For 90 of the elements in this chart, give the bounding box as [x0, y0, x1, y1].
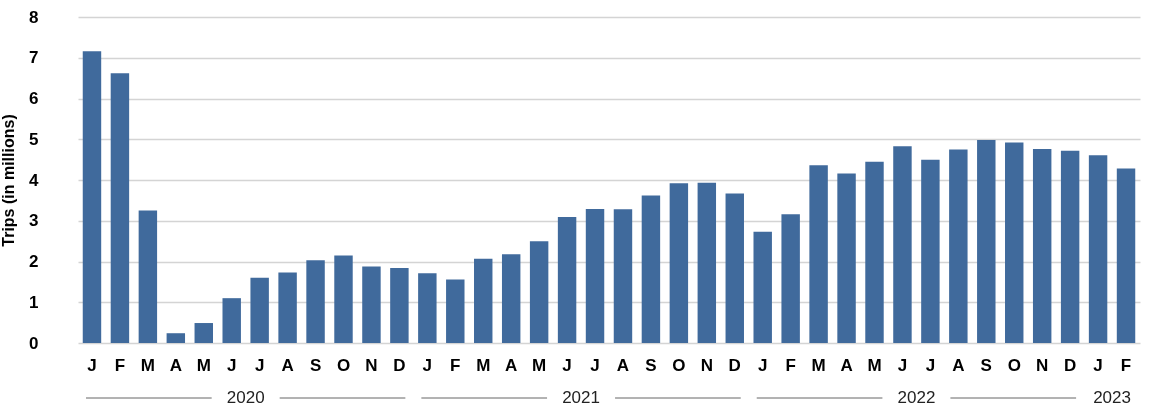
x-tick-label: O: [336, 355, 351, 375]
x-tick-label: M: [476, 355, 491, 375]
bar: [809, 165, 828, 343]
bar: [585, 208, 605, 343]
x-tick-label: D: [393, 355, 406, 375]
bar: [977, 140, 996, 343]
text: 2020: [226, 388, 265, 407]
bar: [474, 258, 493, 343]
x-tick-label: M: [532, 355, 547, 375]
x-tick-label: O: [672, 355, 686, 375]
x-tick-label: M: [867, 355, 882, 375]
bar: [837, 173, 856, 343]
x-tick-label: M: [140, 355, 155, 375]
x-tick-label: J: [897, 355, 908, 375]
text: 2022: [897, 388, 936, 407]
x-tick-label: J: [562, 355, 572, 375]
y-tick-label: 8: [29, 7, 39, 27]
x-tick-label: N: [700, 355, 713, 375]
bar: [1088, 155, 1108, 343]
x-tick-label: A: [505, 355, 518, 375]
x-tick-label: J: [254, 355, 265, 375]
bar: [1116, 168, 1136, 343]
bar: [921, 159, 940, 343]
x-tick-label: J: [422, 355, 433, 375]
bar: [306, 260, 325, 343]
y-tick-label: 7: [29, 48, 39, 68]
x-tick-label: S: [645, 355, 657, 375]
x-tick-label: F: [1120, 355, 1132, 375]
bar: [557, 217, 577, 343]
bar: [669, 183, 689, 343]
text: 2023: [1093, 388, 1131, 407]
bar: [138, 210, 158, 343]
bar: [446, 279, 465, 343]
x-tick-label: F: [450, 355, 461, 375]
text: 2021: [562, 388, 600, 407]
x-tick-label: J: [757, 355, 768, 375]
x-tick-label: D: [728, 355, 741, 375]
bar: [949, 149, 968, 343]
x-tick-label: N: [1036, 355, 1049, 375]
bar: [110, 73, 130, 343]
x-tick-label: F: [114, 355, 126, 375]
bar: [529, 241, 549, 343]
x-tick-label: J: [87, 355, 97, 375]
bar: [753, 231, 772, 343]
x-tick-label: F: [785, 355, 796, 375]
bar: [1005, 142, 1024, 343]
y-tick-label: 5: [29, 129, 39, 149]
x-tick-label: J: [1093, 355, 1103, 375]
x-tick-label: S: [980, 355, 992, 375]
y-tick-label: 1: [29, 292, 39, 312]
y-tick-label: 3: [29, 211, 39, 231]
y-tick-label: 4: [29, 170, 40, 190]
x-tick-label: J: [925, 355, 936, 375]
x-tick-label: A: [281, 355, 294, 375]
x-tick-label: A: [169, 355, 182, 375]
bar: [418, 273, 437, 343]
x-tick-label: M: [196, 355, 211, 375]
x-tick-label: J: [590, 355, 600, 375]
bar: [501, 254, 521, 343]
x-tick-label: M: [811, 355, 826, 375]
x-tick-label: O: [1007, 355, 1021, 375]
x-tick-label: D: [1063, 355, 1077, 375]
bar: [334, 255, 353, 343]
bar: [1060, 150, 1080, 343]
x-tick-label: A: [616, 355, 630, 375]
bar: [725, 193, 744, 343]
bar: [641, 195, 661, 343]
bar: [1032, 149, 1052, 343]
x-tick-label: A: [952, 355, 965, 375]
y-tick-label: 6: [29, 89, 39, 108]
bar: [250, 277, 269, 343]
y-axis-title: Trips (in millions): [0, 114, 18, 247]
bar: [697, 182, 717, 343]
bar: [194, 323, 213, 343]
bar: [390, 268, 409, 343]
bar: [278, 272, 297, 343]
bar: [613, 209, 633, 343]
x-tick-label: A: [840, 355, 853, 375]
y-tick-label: 2: [29, 252, 39, 271]
x-tick-label: J: [226, 355, 237, 375]
y-tick-label: 0: [29, 333, 39, 353]
bar: [893, 146, 912, 343]
bar: [781, 214, 800, 343]
bar: [82, 51, 102, 343]
bar: [362, 266, 381, 343]
bar: [865, 161, 884, 343]
bar: [166, 333, 186, 343]
bar: [222, 298, 241, 343]
x-tick-label: N: [365, 355, 378, 375]
x-tick-label: S: [309, 355, 322, 375]
